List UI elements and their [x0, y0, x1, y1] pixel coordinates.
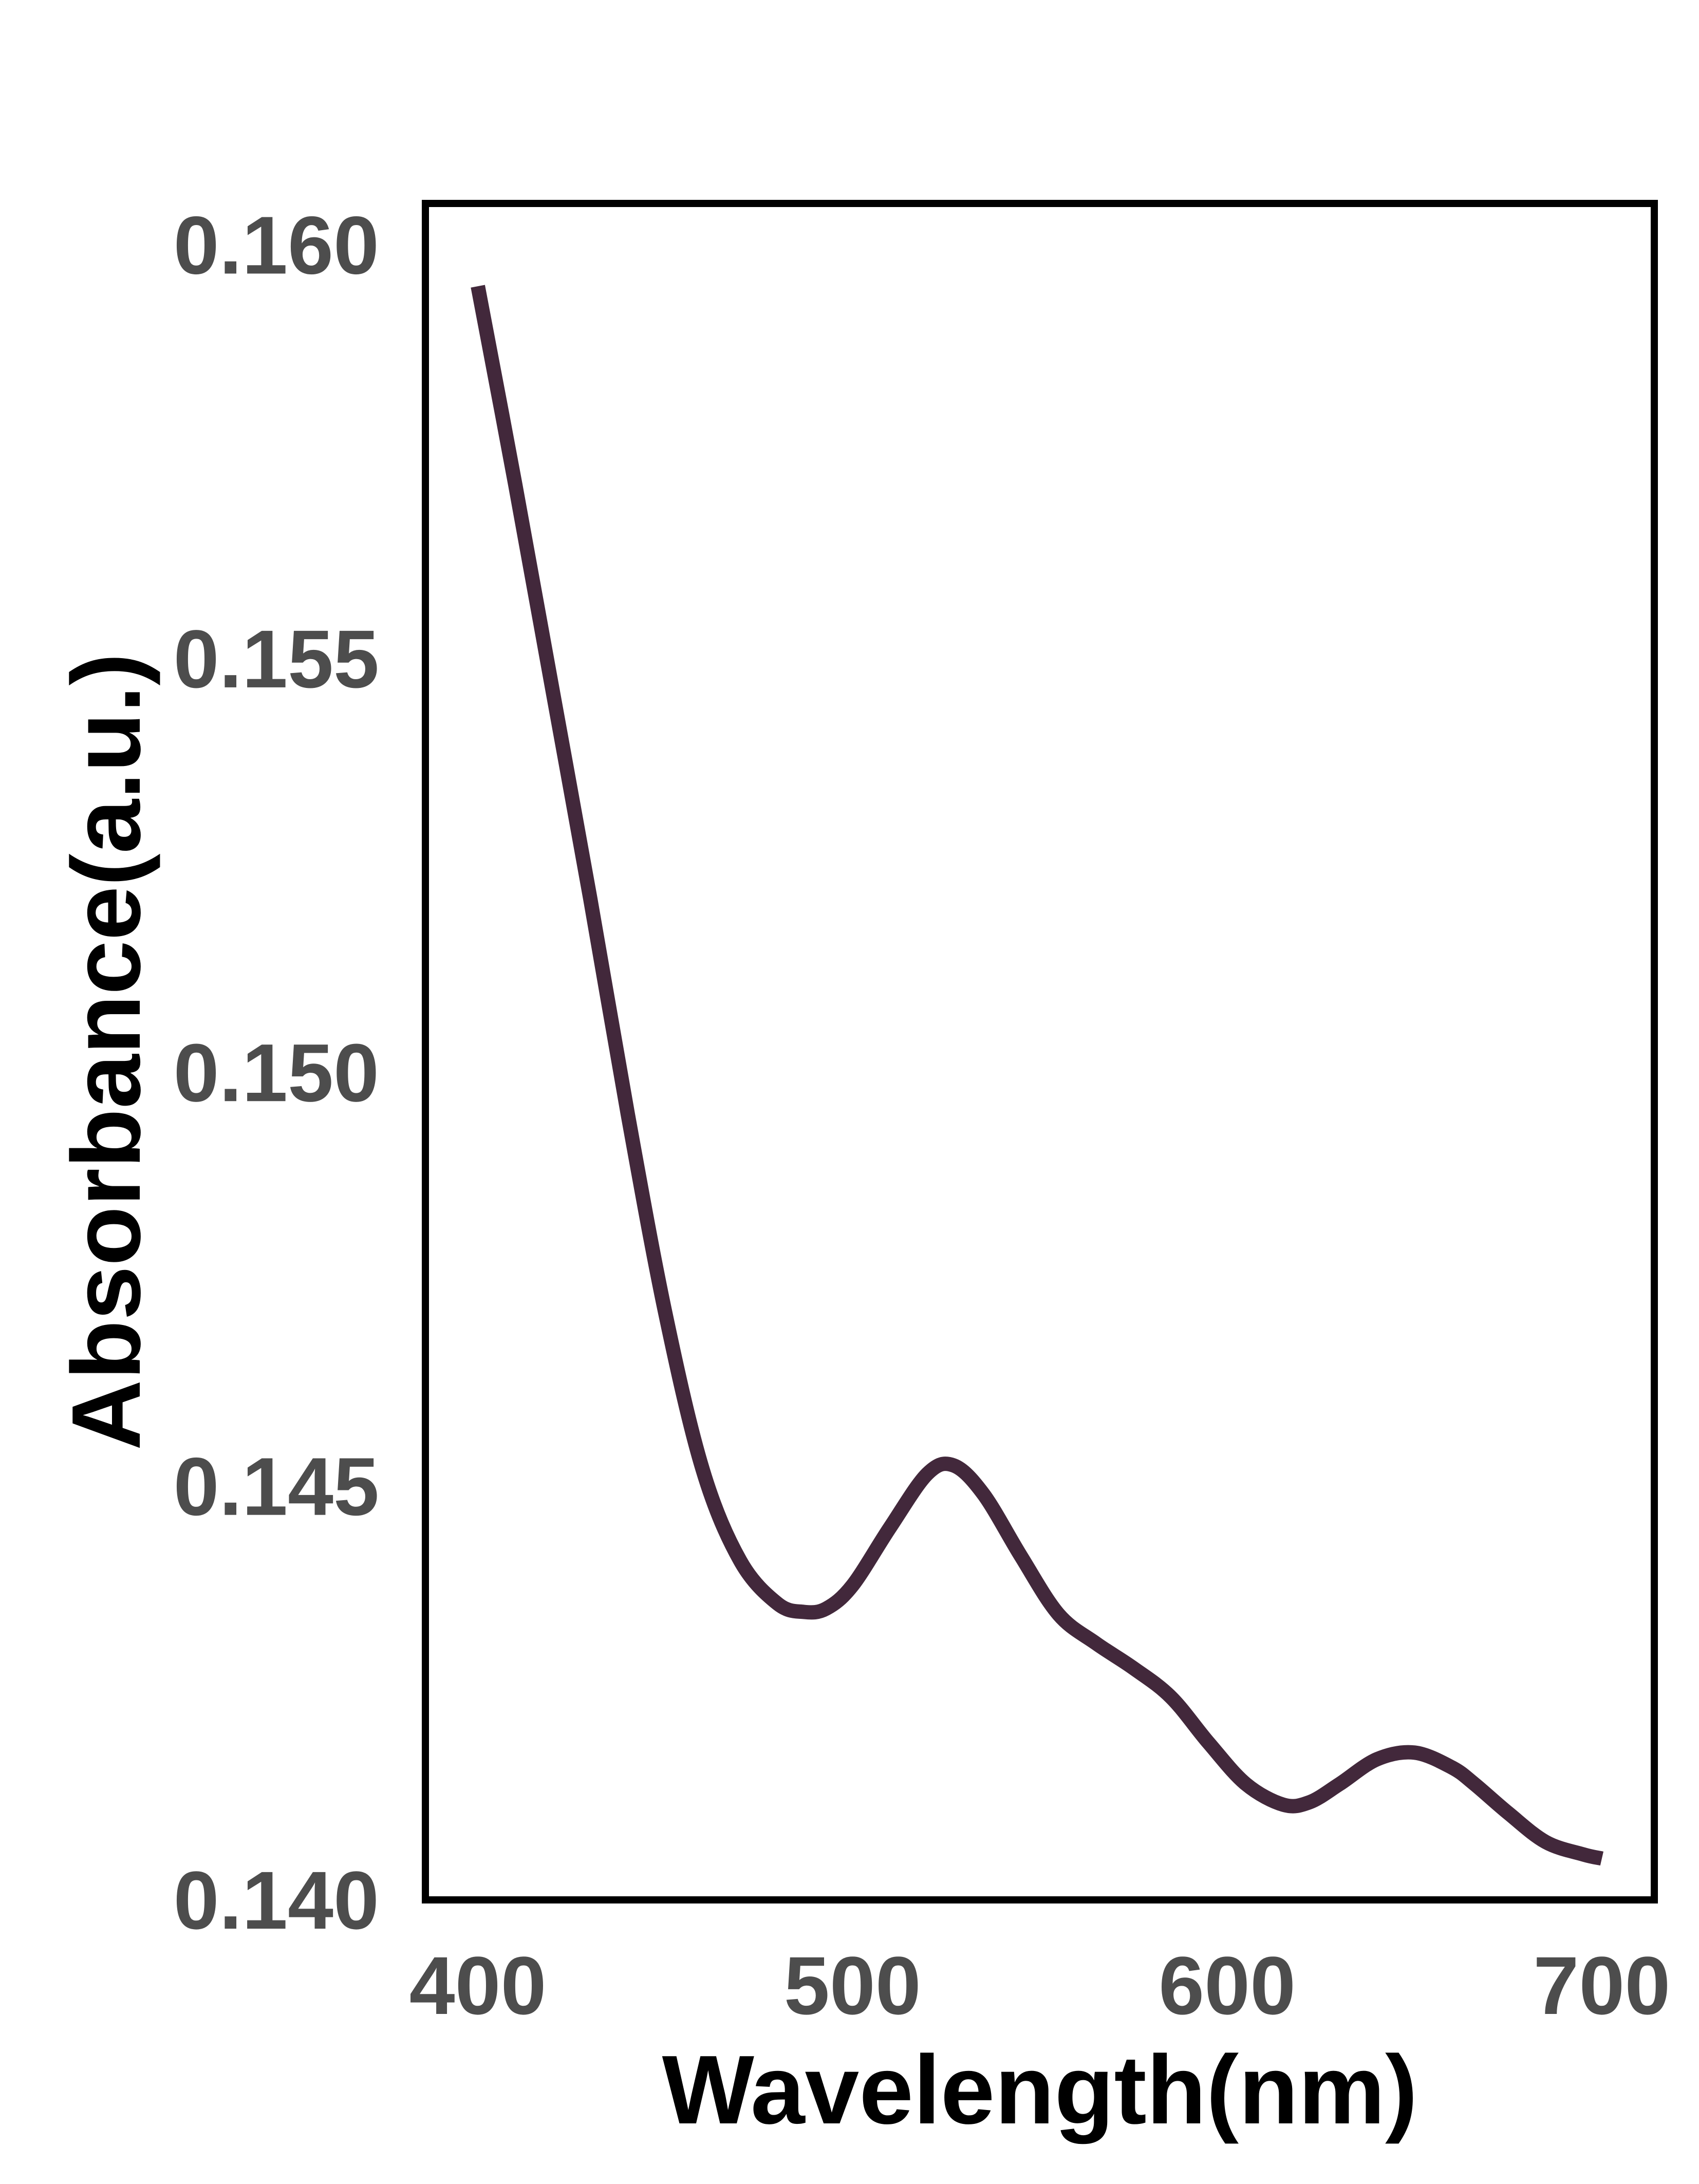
y-tick-label: 0.155	[174, 613, 379, 705]
y-tick-label: 0.140	[174, 1854, 379, 1946]
y-tick-label: 0.160	[174, 199, 379, 291]
x-tick-label: 400	[409, 1939, 547, 2031]
y-axis-label: Absorbance(a.u.)	[52, 653, 161, 1450]
x-tick-label: 700	[1533, 1939, 1670, 2031]
x-axis-label: Wavelength(nm)	[662, 2036, 1418, 2144]
y-tick-label: 0.150	[174, 1026, 379, 1118]
y-tick-label: 0.145	[174, 1441, 379, 1533]
x-tick-label: 500	[784, 1939, 921, 2031]
x-tick-label: 600	[1159, 1939, 1296, 2031]
